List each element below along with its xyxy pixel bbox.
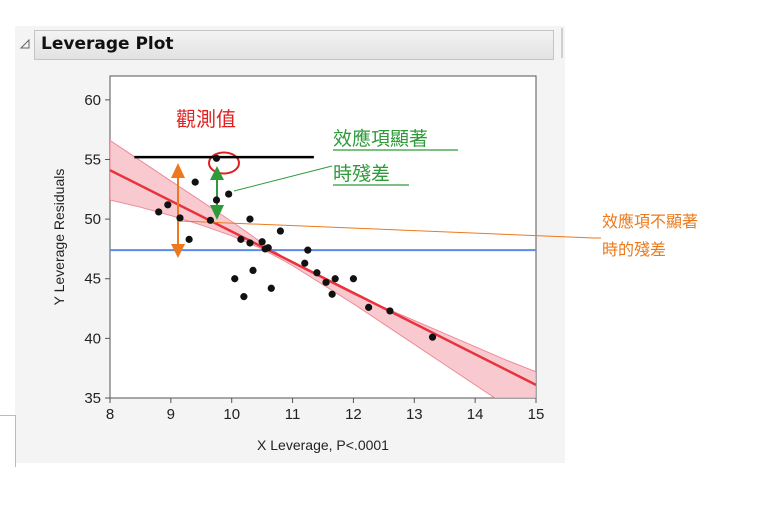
data-point xyxy=(206,216,215,224)
annotation-observed: 觀測值 xyxy=(176,107,236,131)
data-point xyxy=(246,239,254,247)
y-tick-label: 50 xyxy=(84,211,101,228)
x-tick-label: 12 xyxy=(345,406,362,423)
data-point xyxy=(155,208,163,216)
data-point xyxy=(212,154,221,162)
annotation-leader-orange xyxy=(179,220,601,239)
data-point xyxy=(267,284,275,292)
annotation-not-significant-line2: 時的殘差 xyxy=(602,240,666,259)
data-point xyxy=(185,235,193,243)
data-point xyxy=(276,227,284,235)
x-axis-title: X Leverage, P<.0001 xyxy=(257,437,389,453)
annotation-leader-green xyxy=(233,165,333,192)
data-point xyxy=(246,215,254,223)
panel-title: Leverage Plot xyxy=(41,34,174,54)
observed-point-marker xyxy=(208,151,240,175)
data-point xyxy=(428,333,437,341)
annotation-significant-line2: 時殘差 xyxy=(333,163,390,185)
fit-line xyxy=(110,169,536,386)
data-point xyxy=(237,235,245,243)
data-point xyxy=(164,201,172,209)
data-point xyxy=(328,290,336,298)
x-tick-label: 9 xyxy=(167,406,175,423)
panel-divider xyxy=(15,415,16,467)
panel-divider xyxy=(0,415,15,416)
disclosure-triangle-icon[interactable] xyxy=(19,38,31,50)
x-tick-label: 13 xyxy=(406,406,423,423)
y-tick-label: 60 xyxy=(84,92,101,109)
data-point xyxy=(313,269,321,277)
data-point xyxy=(331,275,339,283)
data-point xyxy=(249,266,257,274)
x-tick-label: 14 xyxy=(467,406,484,423)
data-point xyxy=(322,278,330,286)
data-point xyxy=(225,190,233,198)
panel-scroll-divider xyxy=(561,28,563,58)
y-tick-label: 55 xyxy=(84,151,101,168)
data-point xyxy=(304,246,312,254)
data-point xyxy=(264,244,272,252)
data-point xyxy=(176,214,184,222)
y-tick-label: 40 xyxy=(84,330,101,347)
y-tick-label: 45 xyxy=(84,271,101,288)
outline-header[interactable]: Leverage Plot xyxy=(34,30,554,60)
data-point xyxy=(231,275,239,283)
y-tick-label: 35 xyxy=(84,390,101,407)
annotation-not-significant-line1: 效應項不顯著 xyxy=(602,212,698,231)
x-tick-label: 10 xyxy=(223,406,240,423)
x-tick-label: 11 xyxy=(285,406,301,423)
data-point xyxy=(365,303,373,311)
annotation-significant-line1: 效應項顯著 xyxy=(333,127,428,150)
data-point xyxy=(349,275,358,283)
arrow-orange xyxy=(171,163,185,258)
y-axis-title: Y Leverage Residuals xyxy=(51,169,67,306)
data-point xyxy=(191,178,199,186)
data-point xyxy=(240,293,248,301)
data-point xyxy=(258,238,266,246)
data-point xyxy=(212,196,221,204)
data-point xyxy=(386,307,394,315)
data-point xyxy=(301,259,309,267)
x-tick-label: 15 xyxy=(528,406,545,423)
x-tick-label: 8 xyxy=(106,406,114,423)
